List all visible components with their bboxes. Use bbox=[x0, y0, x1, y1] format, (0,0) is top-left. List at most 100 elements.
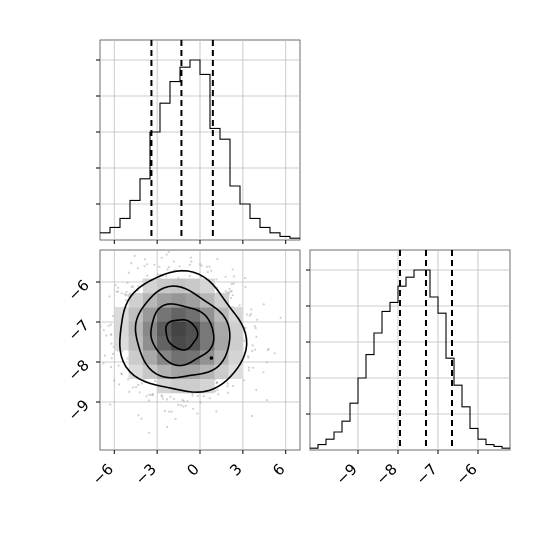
joint-sample-point bbox=[130, 285, 133, 288]
joint-density-cell bbox=[142, 292, 158, 308]
histogram-1-x-tick-label-1: −8 bbox=[372, 460, 400, 488]
joint-contour-1 bbox=[150, 303, 215, 367]
joint-density-cell bbox=[185, 321, 201, 337]
joint-sample-point bbox=[224, 290, 227, 293]
joint-sample-point bbox=[188, 275, 191, 278]
joint-y-ticks: −9 −8 −7 −6 bbox=[64, 276, 100, 424]
joint-sample-point bbox=[125, 299, 128, 302]
joint-sample-point bbox=[206, 270, 209, 274]
joint-sample-point bbox=[232, 275, 235, 278]
joint-sample-point bbox=[228, 287, 231, 290]
joint-sample-point bbox=[161, 395, 164, 398]
joint-sample-point bbox=[200, 264, 203, 267]
joint-sample-point bbox=[262, 371, 265, 374]
joint-sample-point bbox=[216, 258, 219, 261]
joint-sample-point bbox=[252, 366, 255, 369]
joint-sample-point bbox=[138, 391, 141, 394]
joint-sample-point bbox=[210, 269, 213, 272]
joint-density-panel: −6 −3 0 3 6 −9 −8 −7 −6 bbox=[62, 249, 301, 488]
histogram-0-y-ticks bbox=[96, 59, 287, 244]
joint-sample-point bbox=[255, 388, 258, 392]
joint-sample-point bbox=[226, 382, 229, 385]
joint-density-cell bbox=[200, 278, 215, 294]
joint-sample-point bbox=[120, 372, 123, 375]
joint-sample-point bbox=[250, 308, 253, 311]
joint-sample-point bbox=[117, 290, 120, 293]
joint-sample-point bbox=[131, 386, 135, 389]
joint-sample-point bbox=[180, 404, 183, 407]
joint-sample-point bbox=[215, 381, 219, 384]
joint-sample-point bbox=[199, 263, 202, 266]
joint-sample-point bbox=[110, 342, 113, 345]
joint-x-tick-label-3: 3 bbox=[226, 460, 245, 479]
joint-sample-point bbox=[112, 352, 115, 356]
joint-sample-point bbox=[126, 357, 129, 360]
joint-y-tick-label-2: −7 bbox=[64, 316, 92, 344]
joint-sample-point bbox=[172, 260, 176, 263]
joint-sample-point bbox=[182, 405, 185, 408]
joint-sample-point bbox=[109, 333, 112, 336]
joint-sample-point bbox=[143, 265, 146, 268]
joint-sample-point bbox=[147, 399, 150, 402]
joint-sample-point bbox=[266, 348, 269, 352]
joint-sample-point bbox=[253, 325, 257, 328]
joint-sample-point bbox=[160, 256, 163, 259]
joint-sample-point bbox=[231, 294, 234, 297]
histogram-0-quantile-lines bbox=[150, 40, 214, 240]
joint-sample-point bbox=[146, 263, 149, 266]
joint-sample-point bbox=[137, 414, 140, 417]
joint-density-cell bbox=[171, 321, 187, 337]
joint-sample-point bbox=[279, 316, 282, 319]
joint-density-cell bbox=[185, 278, 201, 294]
joint-sample-point bbox=[166, 268, 169, 271]
joint-sample-point bbox=[230, 283, 233, 286]
joint-sample-point bbox=[229, 290, 232, 293]
joint-y-tick-label-3: −6 bbox=[64, 276, 92, 304]
joint-density-cell bbox=[185, 307, 201, 322]
joint-sample-point bbox=[62, 319, 64, 321]
joint-sample-point bbox=[89, 319, 91, 321]
joint-sample-point bbox=[265, 361, 268, 364]
joint-sample-point bbox=[154, 379, 157, 382]
joint-sample-point bbox=[97, 345, 99, 347]
joint-sample-point bbox=[117, 364, 120, 367]
joint-sample-point bbox=[105, 334, 108, 337]
joint-sample-point bbox=[100, 325, 102, 328]
joint-sample-point bbox=[120, 292, 123, 295]
joint-density-cell bbox=[185, 364, 201, 379]
joint-sample-point bbox=[168, 410, 171, 413]
joint-sample-point bbox=[231, 384, 235, 388]
joint-sample-point bbox=[249, 312, 252, 316]
joint-sample-point bbox=[107, 324, 110, 327]
joint-sample-point bbox=[148, 393, 151, 396]
joint-sample-point bbox=[196, 412, 199, 415]
joint-sample-point bbox=[125, 290, 128, 293]
joint-sample-point bbox=[167, 250, 170, 253]
joint-sample-point bbox=[190, 260, 193, 263]
joint-sample-point bbox=[214, 390, 217, 393]
joint-contour-0 bbox=[164, 318, 199, 351]
joint-density-cell bbox=[228, 321, 244, 337]
joint-sample-point bbox=[216, 388, 219, 391]
joint-sample-point bbox=[130, 262, 133, 265]
joint-sample-point bbox=[156, 273, 159, 276]
joint-sample-point bbox=[140, 417, 143, 420]
joint-x-tick-label-0: −6 bbox=[89, 460, 117, 488]
joint-sample-point bbox=[151, 394, 155, 397]
joint-x-tick-label-4: 6 bbox=[269, 460, 288, 479]
joint-sample-point bbox=[143, 258, 146, 261]
joint-sample-point bbox=[199, 401, 202, 404]
joint-sample-point bbox=[256, 318, 259, 321]
joint-sample-point bbox=[161, 397, 164, 400]
joint-sample-point bbox=[251, 414, 254, 418]
joint-density-cell bbox=[228, 350, 244, 365]
joint-sample-point bbox=[163, 409, 166, 413]
histogram-1-x-tick-label-0: −9 bbox=[332, 460, 360, 488]
joint-content bbox=[62, 250, 282, 434]
joint-contour-lines bbox=[118, 269, 248, 394]
joint-sample-point bbox=[243, 339, 246, 342]
joint-sample-point bbox=[244, 326, 247, 329]
joint-sample-point bbox=[125, 293, 128, 297]
joint-sample-point bbox=[215, 382, 218, 385]
joint-sample-point bbox=[251, 350, 254, 353]
